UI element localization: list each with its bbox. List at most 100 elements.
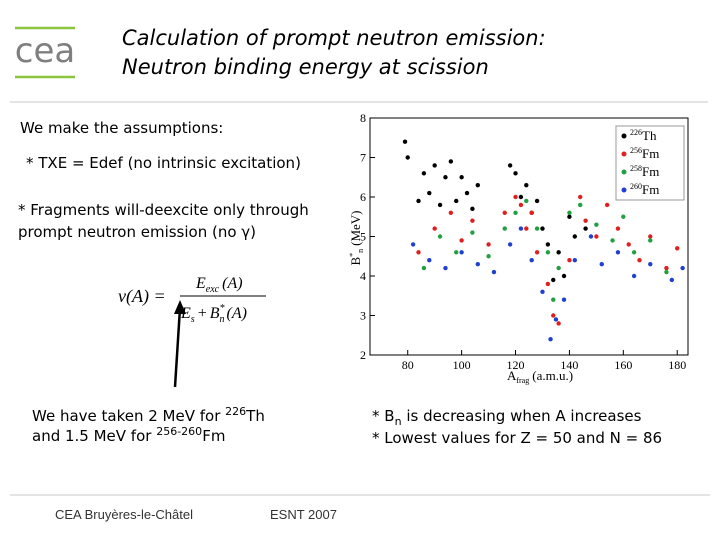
formula-part: s (191, 314, 195, 325)
formula-numerator: Eexc (A) (195, 275, 243, 295)
point (621, 214, 626, 219)
point (524, 226, 529, 231)
point (664, 269, 669, 275)
point (534, 226, 540, 231)
x-tick-label: 80 (402, 358, 414, 372)
legend-marker (621, 151, 627, 157)
point (459, 238, 464, 243)
legend-mass: 256 (630, 146, 642, 155)
point (518, 194, 524, 200)
conclusion: * Bn is decreasing when A increases (372, 407, 642, 428)
point (610, 238, 615, 243)
point (567, 214, 572, 219)
point (475, 182, 480, 188)
formula-part: B (210, 305, 220, 322)
point (448, 210, 454, 215)
legend-marker (621, 187, 627, 193)
point (437, 234, 443, 239)
note-part: 256-260 (156, 425, 202, 438)
point (648, 234, 653, 239)
y-tick-label: 3 (360, 309, 366, 323)
point (556, 250, 561, 255)
point (529, 210, 534, 215)
point (513, 171, 518, 176)
formula: ν(A) = Eexc (A) Es + B* n (A) (118, 275, 266, 325)
assumptions-heading: We make the assumptions: (20, 119, 223, 137)
point (680, 265, 685, 271)
point (561, 297, 567, 302)
label-part: n (356, 249, 365, 253)
x-tick-label: 180 (668, 358, 686, 372)
legend-mass: 226 (630, 128, 642, 137)
point (518, 202, 524, 208)
point (648, 261, 653, 267)
formula-part: * (220, 303, 225, 314)
point (524, 198, 529, 204)
point (553, 317, 559, 322)
conclusion-part: is decreasing when A increases (402, 407, 642, 425)
point (648, 238, 653, 243)
x-tick-label: 100 (453, 358, 471, 372)
point (615, 226, 621, 231)
y-tick-label: 8 (360, 111, 366, 125)
conclusion-part: * B (372, 407, 395, 425)
point (567, 210, 572, 215)
point (427, 258, 432, 263)
point (416, 250, 421, 255)
note-part: 226 (225, 405, 246, 418)
label-part: B (348, 257, 363, 266)
point (507, 242, 513, 247)
x-tick-label: 120 (507, 358, 525, 372)
point (631, 250, 637, 255)
point (427, 190, 432, 196)
label-part: A (507, 368, 517, 383)
point (421, 171, 427, 176)
y-tick-label: 4 (360, 269, 366, 283)
legend-element: Fm (642, 164, 659, 179)
point (486, 242, 491, 247)
point (513, 194, 518, 200)
y-tick-label: 7 (360, 151, 366, 165)
y-tick-label: 2 (360, 348, 366, 362)
point (507, 163, 513, 168)
legend-element: Fm (642, 182, 659, 197)
legend-element: Fm (642, 146, 659, 161)
point (540, 226, 545, 231)
point (545, 281, 551, 287)
point (669, 277, 675, 283)
point (491, 269, 497, 275)
x-tick-label: 140 (560, 358, 578, 372)
title-line: Calculation of prompt neutron emission: (122, 26, 546, 50)
conclusion: * Lowest values for Z = 50 and N = 86 (372, 429, 662, 447)
point (551, 313, 556, 318)
point (470, 230, 475, 235)
point (470, 218, 475, 223)
legend-mass: 260 (630, 182, 642, 191)
arrow-head (174, 300, 186, 314)
note: and 1.5 MeV for 256-260Fm (32, 425, 225, 445)
point (513, 210, 518, 215)
point (432, 163, 437, 168)
point (448, 159, 454, 164)
point (572, 234, 578, 239)
logo: cea (15, 31, 75, 71)
legend-mass: 258 (630, 164, 642, 173)
chart: B*n (MeV) Afrag (a.m.u.) 2 3 4 5 6 7 8 80 100 120 14… (348, 111, 689, 385)
point (529, 258, 534, 263)
title-line: Neutron binding energy at scission (122, 55, 489, 79)
legend-marker (621, 133, 627, 139)
point (637, 258, 642, 263)
point (604, 202, 610, 208)
point (578, 202, 583, 208)
point (556, 265, 561, 271)
point (561, 273, 567, 279)
footer-place: CEA Bruyères-le-Châtel (55, 507, 193, 522)
point (572, 258, 578, 263)
formula-part: E (195, 275, 206, 292)
point (534, 250, 540, 255)
point (540, 289, 545, 294)
y-axis-label: B*n (MeV) (348, 210, 365, 265)
note-part: and 1.5 MeV for (32, 427, 156, 445)
legend-entry: 256Fm (630, 146, 659, 161)
y-tick-label: 5 (360, 230, 366, 244)
